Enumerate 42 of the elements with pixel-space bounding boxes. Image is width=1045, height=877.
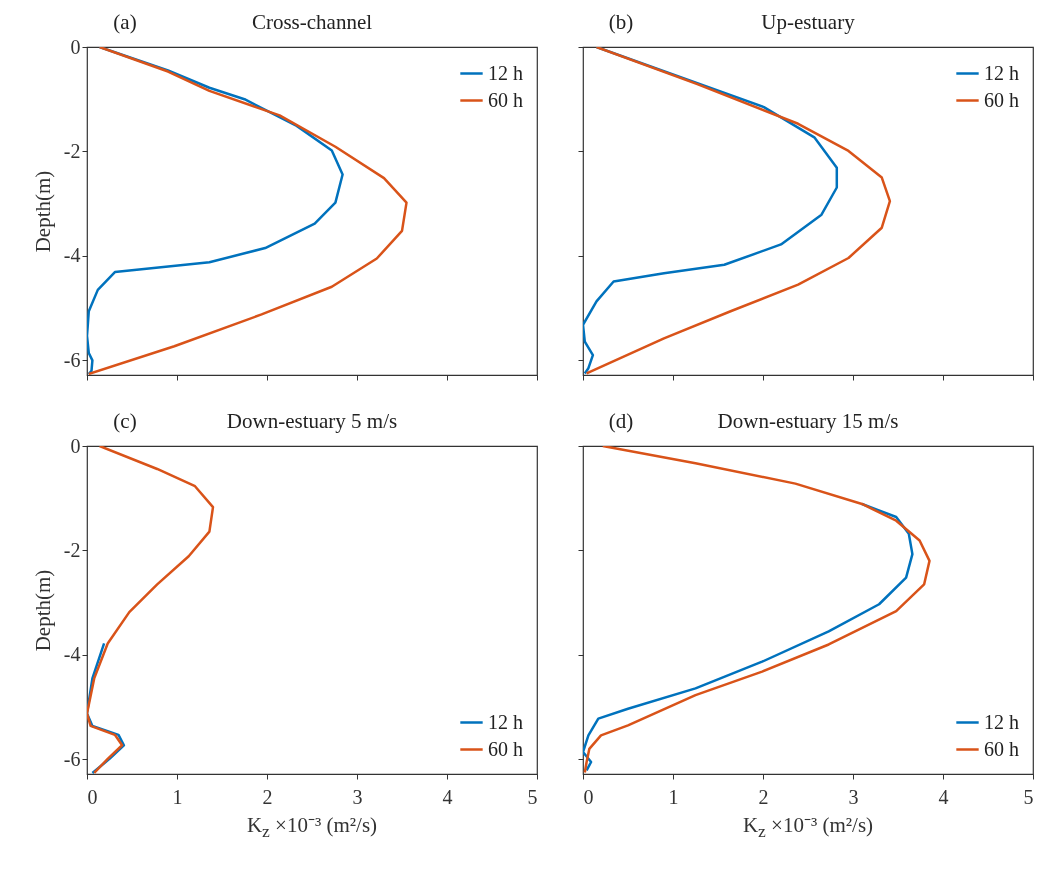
x-tick-label: 5	[1023, 785, 1034, 808]
x-tick-label: 0	[583, 785, 594, 808]
text: (b)	[608, 10, 634, 34]
x-tick-label: 5	[527, 785, 538, 808]
chart-title: Down-estuary 5 m/s	[226, 409, 398, 433]
y-axis-title: Depth(m)	[30, 569, 55, 652]
x-axis-title: K$_{z}$ ×10⁻³ (m²/s)	[245, 812, 379, 843]
x-axis-title: K$_{z}$ ×10⁻³ (m²/s)	[741, 812, 875, 843]
y-axis-title: Depth(m)	[30, 170, 55, 253]
legend-label: 12 h	[984, 710, 1019, 733]
y-tick-label: -6	[63, 348, 81, 371]
chart-title: Cross-channel	[251, 10, 373, 34]
text: (c)	[113, 409, 137, 433]
y-tick-label: 0	[70, 434, 81, 457]
y-tick-label: -4	[63, 244, 81, 267]
x-tick-label: 3	[352, 785, 363, 808]
line-series	[87, 47, 408, 375]
y-tick-label: -2	[63, 538, 81, 561]
text: (d)	[608, 409, 634, 433]
x-tick-label: 1	[172, 785, 183, 808]
y-tick-label: 0	[70, 35, 81, 58]
y-tick-label: -4	[63, 643, 81, 666]
x-tick-label: 3	[848, 785, 859, 808]
legend-label: 60 h	[984, 88, 1019, 111]
x-tick-label: 1	[668, 785, 679, 808]
x-tick-label: 4	[938, 785, 949, 808]
x-tick-label: 4	[442, 785, 453, 808]
legend-label: 60 h	[488, 737, 523, 760]
chart-title: Up-estuary	[761, 10, 856, 34]
legend-label: 12 h	[984, 61, 1019, 84]
y-tick-label: -6	[63, 747, 81, 770]
text: (a)	[113, 10, 137, 34]
chart-title: Down-estuary 15 m/s	[717, 409, 899, 433]
x-tick-label: 0	[87, 785, 98, 808]
line-series	[87, 446, 215, 774]
legend-label: 12 h	[488, 710, 523, 733]
y-tick-label: -2	[63, 139, 81, 162]
x-tick-label: 2	[262, 785, 273, 808]
legend-label: 60 h	[984, 737, 1019, 760]
legend-label: 12 h	[488, 61, 523, 84]
x-tick-label: 2	[758, 785, 769, 808]
legend-label: 60 h	[488, 88, 523, 111]
